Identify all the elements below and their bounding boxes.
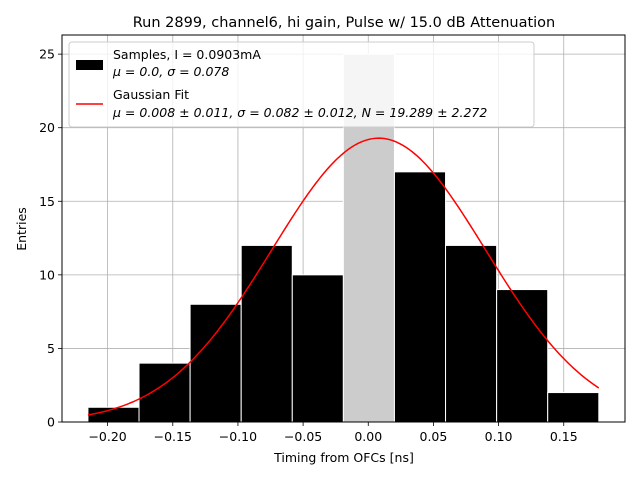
gaussian-fit-curve	[87, 137, 600, 416]
y-axis-label: Entries	[14, 207, 29, 251]
x-tick-label: 0.10	[485, 429, 513, 444]
legend-samples-line1: Samples, I = 0.0903mA	[113, 47, 261, 62]
x-axis-ticks: −0.20 −0.15 −0.10 −0.05 0.00 0.05 0.10 0.15	[88, 422, 578, 444]
legend-fit-line1: Gaussian Fit	[113, 87, 189, 102]
x-axis-label: Timing from OFCs [ns]	[273, 450, 414, 465]
histogram-bar	[496, 289, 549, 423]
histogram-bar	[393, 171, 447, 423]
histogram-bar	[138, 362, 191, 423]
x-tick-label: 0.15	[550, 429, 578, 444]
x-tick-label: −0.15	[154, 429, 192, 444]
legend-samples-line2: μ = 0.0, σ = 0.078	[112, 64, 229, 79]
histogram-bar	[291, 274, 344, 423]
x-tick-label: 0.00	[354, 429, 382, 444]
x-tick-label: −0.10	[219, 429, 257, 444]
legend: Samples, I = 0.0903mA μ = 0.0, σ = 0.078…	[68, 41, 535, 128]
histogram-bar	[445, 244, 498, 423]
y-tick-label: 20	[39, 120, 55, 135]
chart-title: Run 2899, channel6, hi gain, Pulse w/ 15…	[133, 15, 556, 31]
legend-box	[68, 41, 535, 128]
x-tick-label: 0.05	[420, 429, 448, 444]
plot-frame	[61, 34, 626, 423]
y-tick-label: 15	[39, 194, 55, 209]
y-axis-ticks: 0 5 10 15 20 25	[39, 47, 62, 430]
y-tick-label: 5	[47, 341, 55, 356]
y-tick-label: 25	[39, 47, 55, 62]
histogram-bar	[547, 392, 600, 423]
y-tick-label: 10	[39, 267, 55, 282]
y-tick-label: 0	[47, 415, 55, 430]
x-tick-label: −0.05	[284, 429, 322, 444]
histogram-bar	[189, 303, 242, 423]
legend-samples-swatch	[76, 60, 103, 70]
histogram-bar	[240, 244, 293, 423]
x-tick-label: −0.20	[88, 429, 126, 444]
legend-fit-line2: μ = 0.008 ± 0.011, σ = 0.082 ± 0.012, N …	[112, 105, 487, 120]
